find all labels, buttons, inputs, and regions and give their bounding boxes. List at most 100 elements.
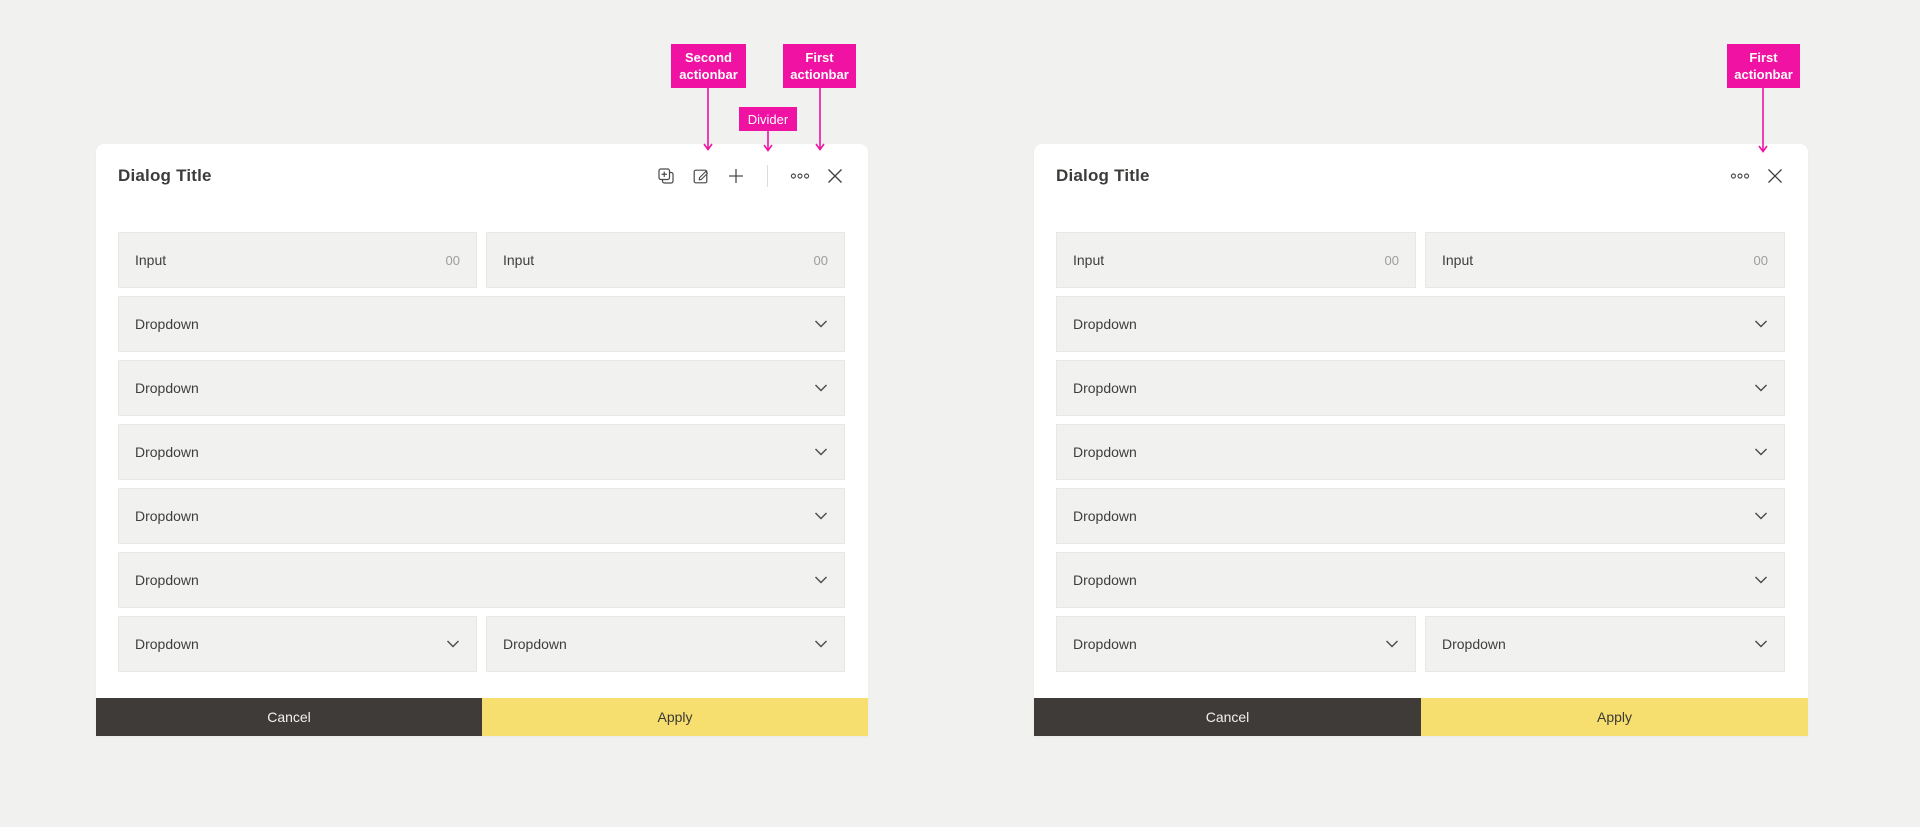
dropdown-label: Dropdown	[135, 444, 199, 460]
dropdown-field[interactable]: Dropdown	[118, 616, 477, 672]
input-field[interactable]: Input 00	[1425, 232, 1785, 288]
dialog-title: Dialog Title	[1056, 166, 1150, 185]
input-value: 00	[445, 252, 460, 268]
input-field[interactable]: Input 00	[118, 232, 477, 288]
input-value: 00	[1753, 252, 1768, 268]
annotation-arrow-down-icon	[762, 131, 774, 152]
chevron-down-icon	[815, 576, 827, 584]
cancel-button[interactable]: Cancel	[1034, 698, 1421, 736]
dropdown-field[interactable]: Dropdown	[1056, 552, 1785, 608]
dropdown-label: Dropdown	[135, 380, 199, 396]
cancel-button[interactable]: Cancel	[96, 698, 482, 736]
annotation-first-actionbar: First actionbar	[783, 44, 856, 88]
annotation-line: actionbar	[679, 67, 738, 82]
dialog-title: Dialog Title	[118, 166, 212, 185]
dropdown-label: Dropdown	[135, 316, 199, 332]
input-label: Input	[1442, 252, 1474, 268]
chevron-down-icon	[815, 384, 827, 392]
dialog-body: Input 00 Input 00 Dropdown Dropdown Drop…	[118, 232, 845, 680]
dialog-footer: Cancel Apply	[96, 698, 868, 736]
input-field[interactable]: Input 00	[486, 232, 845, 288]
apply-button[interactable]: Apply	[482, 698, 868, 736]
dropdown-label: Dropdown	[135, 572, 199, 588]
annotation-arrow-down-icon	[814, 88, 826, 151]
dropdown-label: Dropdown	[1073, 444, 1137, 460]
overflow-menu-icon	[1730, 173, 1750, 179]
chevron-down-icon	[815, 448, 827, 456]
edit-button[interactable]	[691, 166, 711, 186]
input-label: Input	[135, 252, 167, 268]
chevron-down-icon	[447, 640, 459, 648]
dropdown-row: Dropdown Dropdown	[1056, 616, 1785, 672]
dropdown-field[interactable]: Dropdown	[118, 552, 845, 608]
dropdown-field[interactable]: Dropdown	[1056, 360, 1785, 416]
dropdown-field[interactable]: Dropdown	[118, 424, 845, 480]
dropdown-label: Dropdown	[1442, 636, 1506, 652]
dialog-header: Dialog Title	[1056, 144, 1785, 208]
dropdown-label: Dropdown	[1073, 508, 1137, 524]
copy-add-icon	[658, 168, 674, 184]
overflow-menu-icon	[790, 173, 810, 179]
close-button[interactable]	[825, 166, 845, 186]
plus-icon	[729, 169, 743, 183]
annotation-line: Divider	[747, 112, 789, 127]
copy-add-button[interactable]	[656, 166, 676, 186]
dropdown-field[interactable]: Dropdown	[1056, 616, 1416, 672]
input-value: 00	[1384, 252, 1399, 268]
close-button[interactable]	[1765, 166, 1785, 186]
dropdown-field[interactable]: Dropdown	[1056, 424, 1785, 480]
dialog-right: Dialog Title Input 00 Inp	[1034, 144, 1808, 736]
overflow-menu-button[interactable]	[790, 166, 810, 186]
dropdown-label: Dropdown	[1073, 572, 1137, 588]
chevron-down-icon	[1755, 448, 1767, 456]
dialog-footer: Cancel Apply	[1034, 698, 1808, 736]
annotation-line: actionbar	[1734, 67, 1793, 82]
edit-icon	[693, 169, 708, 184]
apply-button[interactable]: Apply	[1421, 698, 1808, 736]
annotation-first-actionbar: First actionbar	[1727, 44, 1800, 88]
chevron-down-icon	[815, 512, 827, 520]
dialog-body: Input 00 Input 00 Dropdown Dropdown Drop…	[1056, 232, 1785, 680]
dropdown-label: Dropdown	[135, 636, 199, 652]
dropdown-label: Dropdown	[1073, 636, 1137, 652]
close-icon	[1768, 169, 1782, 183]
dropdown-row: Dropdown Dropdown	[118, 616, 845, 672]
annotation-line: Second	[685, 50, 732, 65]
input-field[interactable]: Input 00	[1056, 232, 1416, 288]
dropdown-label: Dropdown	[1073, 380, 1137, 396]
input-row: Input 00 Input 00	[1056, 232, 1785, 288]
annotation-second-actionbar: Second actionbar	[671, 44, 746, 88]
dropdown-label: Dropdown	[503, 636, 567, 652]
actionbar	[1730, 166, 1785, 186]
annotation-line: First	[1749, 50, 1778, 65]
dropdown-field[interactable]: Dropdown	[118, 488, 845, 544]
dialog-left: Dialog Title	[96, 144, 868, 736]
annotation-arrow-down-icon	[702, 88, 714, 151]
chevron-down-icon	[1755, 320, 1767, 328]
actionbar	[656, 165, 845, 187]
overflow-menu-button[interactable]	[1730, 166, 1750, 186]
chevron-down-icon	[1755, 576, 1767, 584]
annotation-line: First	[805, 50, 834, 65]
input-label: Input	[1073, 252, 1105, 268]
annotation-line: actionbar	[790, 67, 849, 82]
dropdown-field[interactable]: Dropdown	[1056, 488, 1785, 544]
chevron-down-icon	[815, 640, 827, 648]
annotation-divider: Divider	[739, 107, 797, 131]
dialog-header: Dialog Title	[118, 144, 845, 208]
dropdown-field[interactable]: Dropdown	[1056, 296, 1785, 352]
input-value: 00	[813, 252, 828, 268]
dropdown-field[interactable]: Dropdown	[486, 616, 845, 672]
add-button[interactable]	[726, 166, 746, 186]
dropdown-field[interactable]: Dropdown	[118, 296, 845, 352]
chevron-down-icon	[1755, 512, 1767, 520]
chevron-down-icon	[815, 320, 827, 328]
close-icon	[828, 169, 842, 183]
dropdown-field[interactable]: Dropdown	[1425, 616, 1785, 672]
actionbar-divider	[767, 165, 768, 187]
input-row: Input 00 Input 00	[118, 232, 845, 288]
chevron-down-icon	[1755, 640, 1767, 648]
dropdown-field[interactable]: Dropdown	[118, 360, 845, 416]
chevron-down-icon	[1386, 640, 1398, 648]
